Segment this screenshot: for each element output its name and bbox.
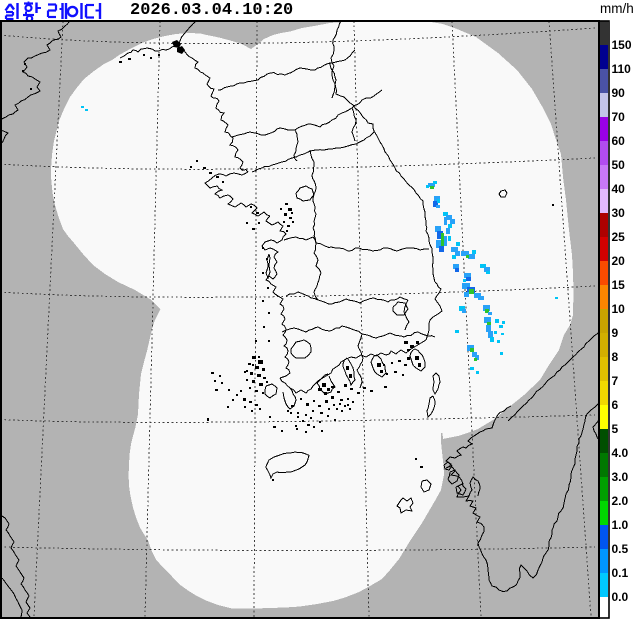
svg-text:10: 10 — [612, 302, 626, 316]
svg-text:60: 60 — [612, 134, 626, 148]
svg-text:90: 90 — [612, 86, 626, 100]
svg-text:20: 20 — [612, 254, 626, 268]
svg-text:6: 6 — [612, 398, 619, 412]
svg-text:30: 30 — [612, 206, 626, 220]
svg-text:150: 150 — [612, 38, 632, 52]
svg-text:2.0: 2.0 — [612, 494, 629, 508]
svg-text:5: 5 — [612, 422, 619, 436]
svg-text:40: 40 — [612, 182, 626, 196]
svg-text:0.0: 0.0 — [612, 590, 629, 604]
svg-text:70: 70 — [612, 110, 626, 124]
svg-text:0.1: 0.1 — [612, 566, 629, 580]
svg-text:3.0: 3.0 — [612, 470, 629, 484]
svg-text:7: 7 — [612, 374, 619, 388]
svg-text:1.0: 1.0 — [612, 518, 629, 532]
svg-text:0.5: 0.5 — [612, 542, 629, 556]
svg-text:9: 9 — [612, 326, 619, 340]
svg-text:8: 8 — [612, 350, 619, 364]
svg-text:50: 50 — [612, 158, 626, 172]
svg-text:25: 25 — [612, 230, 626, 244]
svg-text:110: 110 — [612, 62, 632, 76]
svg-text:4.0: 4.0 — [612, 446, 629, 460]
svg-text:15: 15 — [612, 278, 626, 292]
